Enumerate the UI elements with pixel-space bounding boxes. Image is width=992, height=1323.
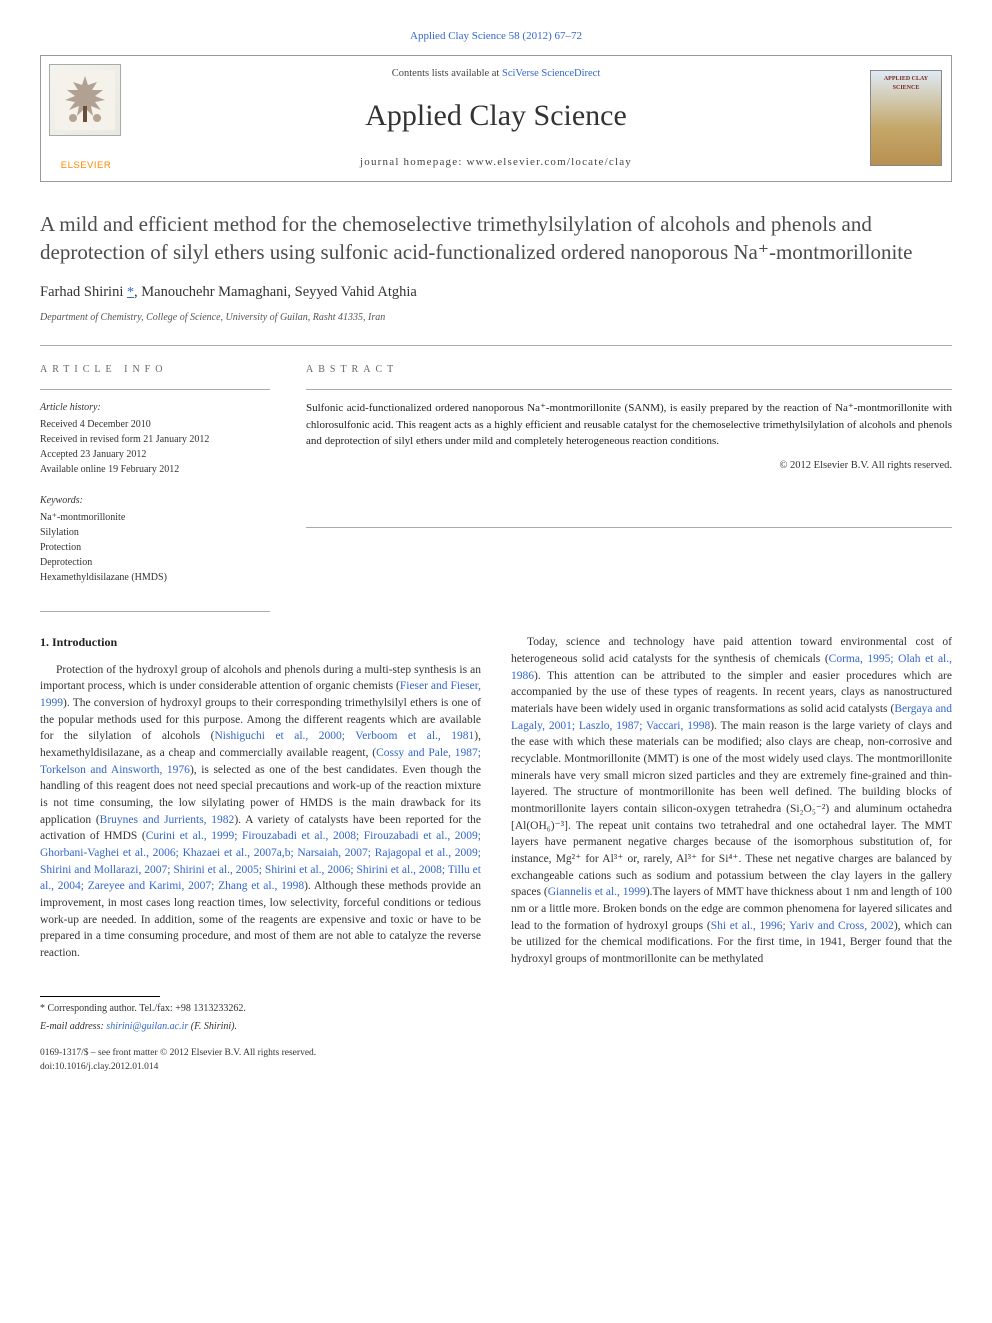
abstract-column: abstract Sulfonic acid-functionalized or…	[306, 362, 952, 585]
footer-area: * Corresponding author. Tel./fax: +98 13…	[40, 996, 952, 1075]
journal-homepage-line: journal homepage: www.elsevier.com/locat…	[131, 154, 861, 171]
page-root: Applied Clay Science 58 (2012) 67–72 ELS…	[0, 0, 992, 1102]
footnote-rule	[40, 996, 160, 997]
copyright-line: © 2012 Elsevier B.V. All rights reserved…	[306, 458, 952, 474]
abstract-label: abstract	[306, 362, 952, 377]
divider-rule	[40, 389, 270, 390]
issn-line: 0169-1317/$ – see front matter © 2012 El…	[40, 1046, 952, 1060]
corresponding-author-mark[interactable]: *	[127, 285, 134, 300]
sciencedirect-link[interactable]: SciVerse ScienceDirect	[502, 68, 600, 79]
email-label: E-mail address:	[40, 1021, 106, 1032]
journal-citation-top[interactable]: Applied Clay Science 58 (2012) 67–72	[40, 28, 952, 45]
corresponding-author-footer: * Corresponding author. Tel./fax: +98 13…	[40, 1001, 952, 1016]
body-text-columns: 1. Introduction Protection of the hydrox…	[40, 634, 952, 967]
journal-name: Applied Clay Science	[131, 93, 861, 138]
affiliation: Department of Chemistry, College of Scie…	[40, 310, 952, 325]
authors-text: Farhad Shirini *, Manouchehr Mamaghani, …	[40, 284, 417, 300]
email-author-name: (F. Shirini).	[188, 1021, 237, 1032]
body-paragraph: Today, science and technology have paid …	[511, 634, 952, 967]
citation-link[interactable]: Giannelis et al., 1999	[548, 886, 646, 898]
divider-rule	[40, 611, 270, 612]
elsevier-tree-icon	[49, 64, 121, 136]
abstract-text: Sulfonic acid-functionalized ordered nan…	[306, 400, 952, 450]
publisher-logo-area: ELSEVIER	[41, 56, 131, 181]
elsevier-wordmark: ELSEVIER	[49, 159, 123, 173]
contents-available-line: Contents lists available at SciVerse Sci…	[131, 66, 861, 82]
divider-rule	[306, 527, 952, 528]
citation-link[interactable]: Shi et al., 1996; Yariv and Cross, 2002	[711, 920, 894, 932]
received-date: Received 4 December 2010	[40, 417, 270, 432]
keywords-block: Keywords: Na⁺-montmorillonite Silylation…	[40, 493, 270, 585]
title-block: A mild and efficient method for the chem…	[40, 210, 952, 325]
keyword-item: Hexamethyldisilazane (HMDS)	[40, 570, 270, 585]
revised-date: Received in revised form 21 January 2012	[40, 432, 270, 447]
article-info-column: article info Article history: Received 4…	[40, 362, 270, 585]
accepted-date: Accepted 23 January 2012	[40, 447, 270, 462]
citation-link[interactable]: Nishiguchi et al., 2000; Verboom et al.,…	[214, 730, 474, 742]
cover-thumb-area: APPLIED CLAY SCIENCE	[861, 56, 951, 181]
doi-line: doi:10.1016/j.clay.2012.01.014	[40, 1060, 952, 1074]
contents-pre: Contents lists available at	[392, 68, 502, 79]
body-paragraph: Protection of the hydroxyl group of alco…	[40, 662, 481, 962]
keyword-item: Deprotection	[40, 555, 270, 570]
keyword-item: Na⁺-montmorillonite	[40, 510, 270, 525]
header-center: Contents lists available at SciVerse Sci…	[131, 56, 861, 181]
keyword-item: Silylation	[40, 525, 270, 540]
article-info-label: article info	[40, 362, 270, 377]
meta-section: article info Article history: Received 4…	[40, 345, 952, 585]
authors-line: Farhad Shirini *, Manouchehr Mamaghani, …	[40, 282, 952, 304]
keywords-label: Keywords:	[40, 493, 270, 508]
author-email-link[interactable]: shirini@guilan.ac.ir	[106, 1021, 188, 1032]
section-heading: 1. Introduction	[40, 634, 481, 651]
article-history: Article history: Received 4 December 201…	[40, 400, 270, 477]
history-label: Article history:	[40, 400, 270, 415]
article-title: A mild and efficient method for the chem…	[40, 210, 952, 267]
keyword-item: Protection	[40, 540, 270, 555]
journal-header-box: ELSEVIER Contents lists available at Sci…	[40, 55, 952, 182]
email-footer: E-mail address: shirini@guilan.ac.ir (F.…	[40, 1019, 952, 1034]
online-date: Available online 19 February 2012	[40, 462, 270, 477]
journal-cover-thumbnail: APPLIED CLAY SCIENCE	[870, 70, 942, 166]
divider-rule	[306, 389, 952, 390]
citation-link[interactable]: Bruynes and Jurrients, 1982	[100, 814, 235, 826]
